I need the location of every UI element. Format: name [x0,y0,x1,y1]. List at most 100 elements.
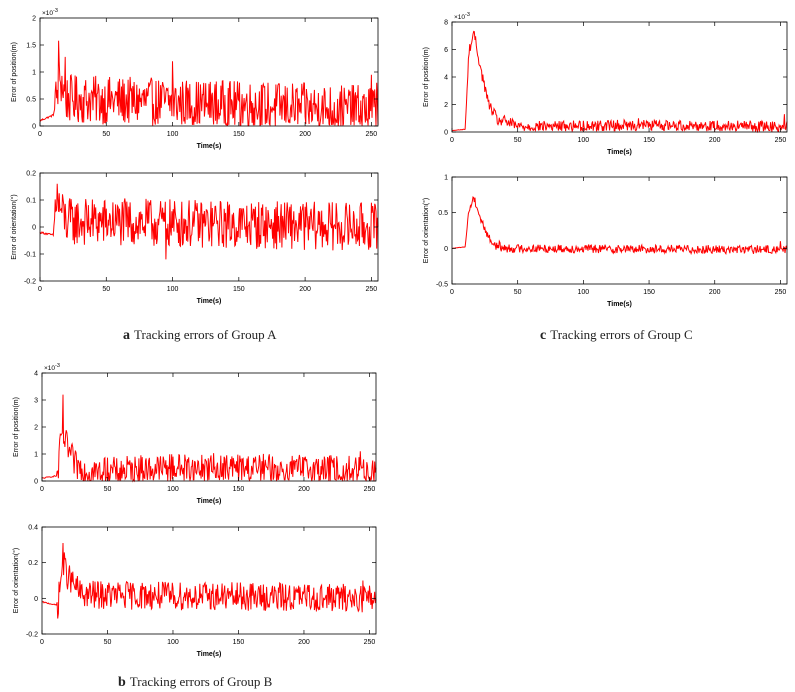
x-axis-label: Time(s) [197,651,222,658]
y-tick-label: 0.2 [26,171,36,178]
x-axis-label: Time(s) [197,498,222,505]
y-tick-label: 0.5 [438,210,448,217]
chart-c-position: 0 50 100 150 200 250 0 2 4 6 8 Time(s) Error of posi… [423,12,788,156]
y-tick-label: -0.2 [26,632,38,639]
x-tick-label: 0 [38,131,42,138]
y-tick-label: 0 [444,246,448,253]
caption-c-text: Tracking errors of Group C [550,327,693,342]
x-tick-label: 200 [299,286,311,293]
y-tick-label: 0 [34,479,38,486]
y-tick-label: 4 [444,75,448,82]
caption-c-letter: c [540,328,547,343]
x-tick-label: 250 [775,289,787,296]
x-tick-label: 100 [167,639,179,646]
caption-group-a: a Tracking errors of Group A [123,327,277,344]
x-tick-label: 100 [167,486,179,493]
y-tick-label: 0.4 [28,525,38,532]
x-tick-label: 200 [298,639,310,646]
y-tick-label: -0.2 [24,279,36,286]
x-tick-label: 150 [233,286,245,293]
plot-frame [41,526,377,635]
x-tick-label: 200 [298,486,310,493]
series-line-b-position [41,394,377,483]
x-tick-label: 150 [233,639,245,646]
x-tick-label: 50 [514,289,522,296]
y-axis-label: Error of position(m) [423,47,430,107]
x-tick-label: 100 [578,289,590,296]
x-tick-label: 200 [709,137,721,144]
y-tick-label: 0 [32,124,36,131]
x-tick-label: 0 [38,286,42,293]
x-tick-label: 50 [104,486,112,493]
x-tick-label: 100 [167,131,179,138]
y-tick-label: 2 [32,16,36,23]
caption-b-text: Tracking errors of Group B [129,674,273,689]
x-tick-label: 0 [450,137,454,144]
plot-frame [451,21,788,133]
caption-a-letter: a [123,328,130,343]
x-tick-label: 200 [299,131,311,138]
y-tick-label: 1.5 [26,43,36,50]
x-tick-label: 250 [364,639,376,646]
x-tick-label: 150 [233,486,245,493]
y-tick-label: 0 [444,130,448,137]
x-axis-label: Time(s) [607,301,632,308]
y-tick-label: 1 [444,175,448,182]
x-tick-label: 250 [366,131,378,138]
x-tick-label: 250 [364,486,376,493]
x-tick-label: 50 [102,131,110,138]
chart-a-orientation: 0 50 100 150 200 250 -0.2 -0.1 0 0.1 0.2 Time(s) Err… [10,171,379,305]
x-tick-label: 50 [514,137,522,144]
y-tick-label: 0.1 [26,198,36,205]
series-line-c-position [451,30,788,134]
y-tick-label: 0 [34,596,38,603]
series-line-a-position [39,40,379,127]
x-tick-label: 100 [167,286,179,293]
x-axis-label: Time(s) [607,149,632,156]
y-tick-label: 2 [444,102,448,109]
y-tick-label: -0.1 [24,252,36,259]
y-axis-label: Error of position(m) [11,42,18,102]
y-tick-label: 1 [34,452,38,459]
x-tick-label: 0 [40,486,44,493]
x-tick-label: 150 [643,137,655,144]
chart-a-position: 0 50 100 150 200 250 0 0.5 1 1.5 2 Time(s) Error of … [11,8,379,150]
x-tick-label: 250 [775,137,787,144]
y-tick-label: 0 [32,225,36,232]
x-axis-label: Time(s) [197,298,222,305]
y-tick-label: 4 [34,371,38,378]
y-tick-label: 1 [32,70,36,77]
chart-b-position: 0 50 100 150 200 250 0 1 2 3 4 Time(s) Error of posi… [13,363,377,505]
x-tick-label: 50 [102,286,110,293]
x-tick-label: 200 [709,289,721,296]
y-exponent-label: ×10-3 [454,12,470,21]
plot-frame [451,176,788,285]
series-line-b-orientation [41,542,377,619]
caption-group-c: c Tracking errors of Group C [540,327,693,344]
x-tick-label: 0 [450,289,454,296]
caption-a-text: Tracking errors of Group A [134,327,277,342]
y-exponent-label: ×10-3 [44,363,60,372]
y-axis-label: Error of orientation(°) [422,198,430,263]
y-axis-label: Error of position(m) [13,397,20,457]
x-tick-label: 150 [643,289,655,296]
y-tick-label: 2 [34,425,38,432]
y-axis-label: Error of orientation(°) [12,548,20,613]
y-exponent-label: ×10-3 [42,8,58,17]
y-tick-label: 8 [444,20,448,27]
x-tick-label: 50 [104,639,112,646]
series-line-a-orientation [39,183,379,260]
caption-group-b: b Tracking errors of Group B [118,674,272,691]
caption-b-letter: b [118,675,126,690]
y-axis-label: Error of orientation(°) [10,194,18,259]
y-tick-label: -0.5 [436,282,448,289]
y-tick-label: 3 [34,398,38,405]
y-tick-label: 6 [444,47,448,54]
x-tick-label: 100 [578,137,590,144]
x-tick-label: 0 [40,639,44,646]
y-tick-label: 0.5 [26,97,36,104]
y-tick-label: 0.2 [28,560,38,567]
